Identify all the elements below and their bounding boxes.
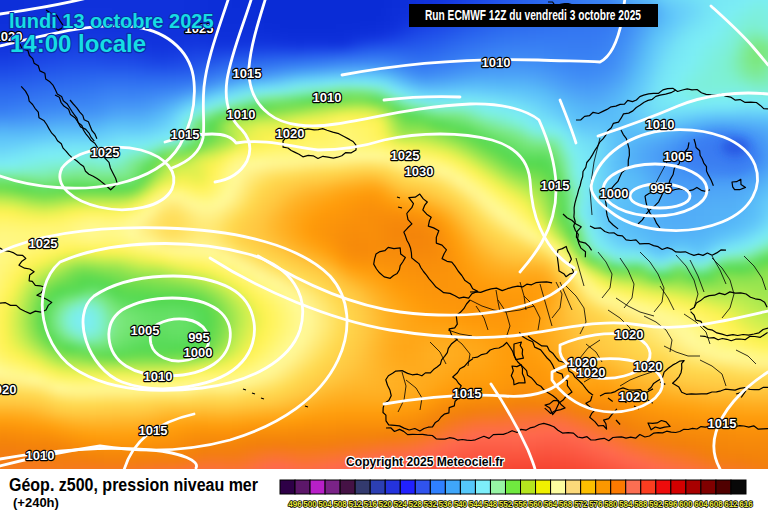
svg-text:1020: 1020 [634, 359, 663, 374]
svg-text:552: 552 [499, 498, 513, 509]
svg-text:548: 548 [484, 498, 498, 509]
svg-text:616: 616 [739, 498, 753, 509]
svg-text:500: 500 [303, 498, 317, 509]
svg-text:Copyright 2025 Meteociel.fr: Copyright 2025 Meteociel.fr [346, 454, 505, 469]
svg-text:612: 612 [724, 498, 738, 509]
svg-text:1025: 1025 [91, 145, 120, 160]
svg-text:532: 532 [424, 498, 438, 509]
svg-text:496: 496 [288, 498, 302, 509]
svg-text:1020: 1020 [619, 389, 648, 404]
svg-text:1010: 1010 [482, 55, 511, 70]
svg-text:576: 576 [589, 498, 603, 509]
svg-text:1015: 1015 [171, 127, 200, 142]
svg-text:1010: 1010 [313, 90, 342, 105]
svg-text:524: 524 [394, 498, 408, 509]
svg-text:1015: 1015 [139, 423, 168, 438]
svg-text:1015: 1015 [233, 66, 262, 81]
svg-text:lundi 13 octobre 2025: lundi 13 octobre 2025 [9, 10, 214, 32]
svg-text:540: 540 [454, 498, 468, 509]
svg-text:1000: 1000 [184, 345, 213, 360]
svg-text:564: 564 [544, 498, 558, 509]
svg-text:1020: 1020 [0, 382, 16, 397]
svg-text:604: 604 [694, 498, 708, 509]
svg-text:608: 608 [709, 498, 723, 509]
svg-text:580: 580 [604, 498, 618, 509]
svg-text:520: 520 [378, 498, 392, 509]
svg-text:(+240h): (+240h) [13, 495, 59, 510]
svg-text:995: 995 [650, 181, 672, 196]
svg-text:584: 584 [619, 498, 633, 509]
svg-text:1015: 1015 [708, 416, 737, 431]
svg-text:544: 544 [469, 498, 483, 509]
svg-text:556: 556 [514, 498, 528, 509]
svg-text:600: 600 [679, 498, 693, 509]
svg-text:1005: 1005 [664, 149, 693, 164]
svg-text:1000: 1000 [600, 186, 629, 201]
svg-text:1010: 1010 [144, 369, 173, 384]
svg-text:560: 560 [529, 498, 543, 509]
svg-text:504: 504 [318, 498, 332, 509]
svg-text:1020: 1020 [577, 365, 606, 380]
svg-text:568: 568 [559, 498, 573, 509]
svg-text:1015: 1015 [453, 386, 482, 401]
svg-text:1020: 1020 [276, 126, 305, 141]
svg-text:572: 572 [574, 498, 588, 509]
svg-text:Run ECMWF 12Z du vendredi 3 oc: Run ECMWF 12Z du vendredi 3 octobre 2025 [425, 7, 641, 23]
svg-text:588: 588 [634, 498, 648, 509]
svg-text:592: 592 [649, 498, 663, 509]
svg-text:1030: 1030 [405, 164, 434, 179]
svg-text:508: 508 [333, 498, 347, 509]
svg-text:1025: 1025 [29, 236, 58, 251]
svg-text:1020: 1020 [615, 327, 644, 342]
svg-text:1010: 1010 [227, 107, 256, 122]
svg-text:Géop. z500, pression niveau me: Géop. z500, pression niveau mer [9, 475, 258, 495]
svg-text:14:00 locale: 14:00 locale [10, 30, 146, 57]
svg-text:516: 516 [363, 498, 377, 509]
svg-text:995: 995 [188, 330, 210, 345]
svg-text:512: 512 [348, 498, 362, 509]
svg-text:1025: 1025 [391, 148, 420, 163]
svg-text:1015: 1015 [541, 178, 570, 193]
svg-text:1010: 1010 [26, 448, 55, 463]
svg-text:1010: 1010 [646, 117, 675, 132]
svg-text:528: 528 [409, 498, 423, 509]
svg-text:1005: 1005 [131, 323, 160, 338]
svg-text:536: 536 [439, 498, 453, 509]
svg-text:596: 596 [664, 498, 678, 509]
